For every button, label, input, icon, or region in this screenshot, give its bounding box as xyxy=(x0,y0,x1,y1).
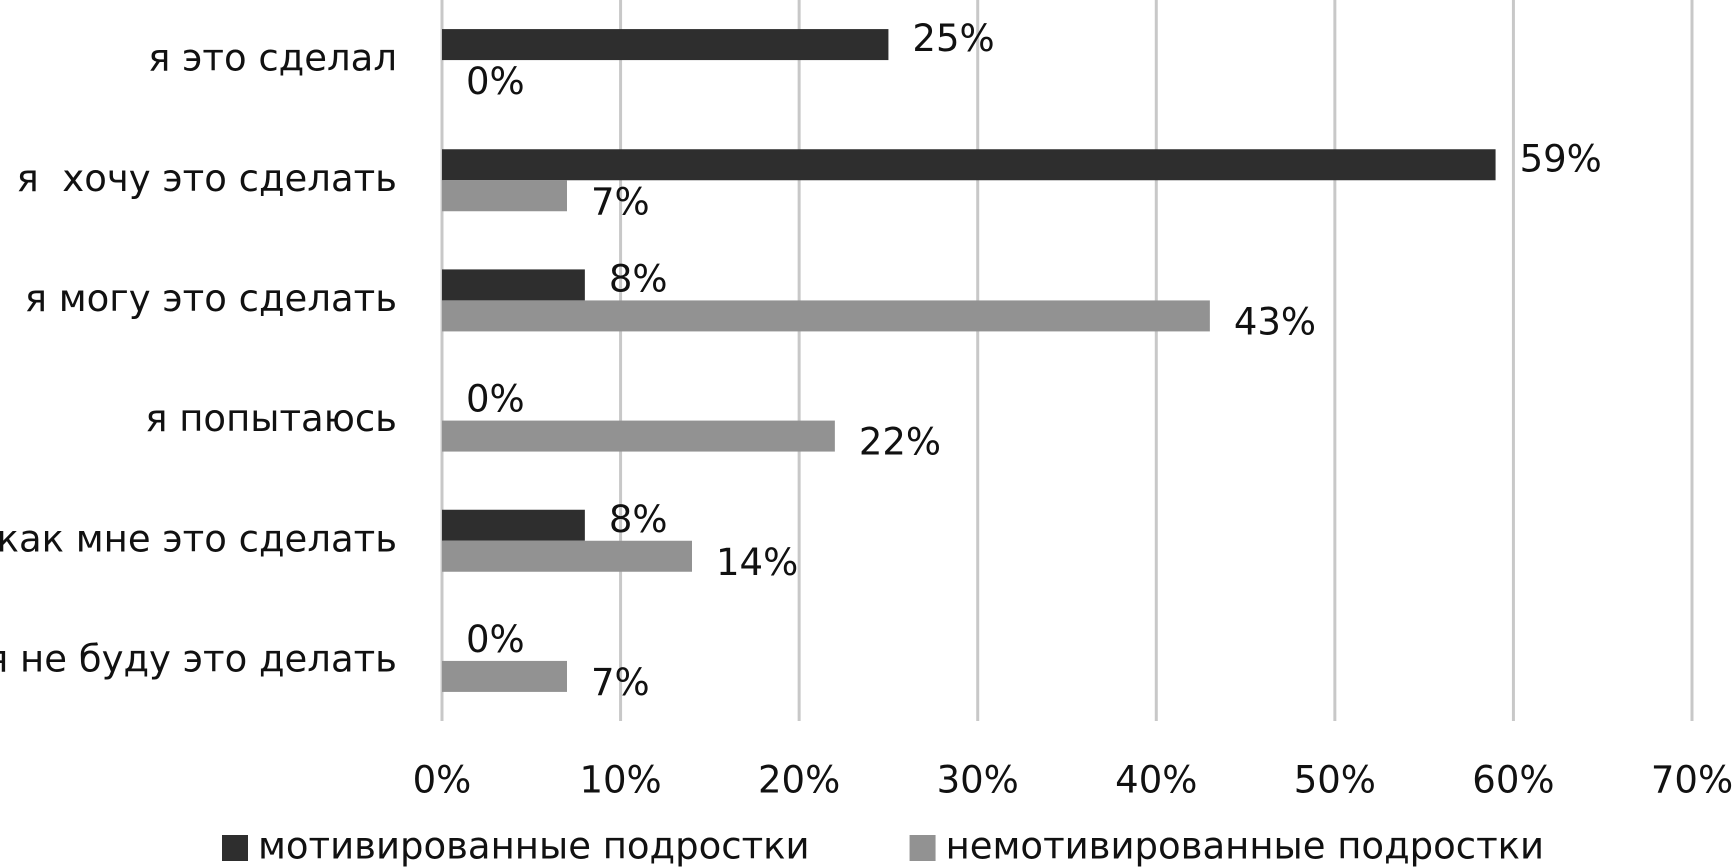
x-tick-label: 70% xyxy=(1651,759,1733,802)
bar xyxy=(442,540,692,572)
bar xyxy=(442,149,1496,181)
data-label: 14% xyxy=(716,541,798,584)
bar xyxy=(442,29,889,61)
y-tick-label: я попытаюсь xyxy=(145,397,397,440)
bar xyxy=(442,180,567,212)
legend-label: немотивированные подростки xyxy=(946,825,1545,867)
y-tick-label: я могу это сделать xyxy=(25,277,397,320)
data-label: 43% xyxy=(1234,300,1316,343)
data-label: 8% xyxy=(609,498,668,541)
bar xyxy=(442,420,835,452)
data-label: 0% xyxy=(466,378,525,421)
y-tick-label: я не буду это делать xyxy=(0,637,397,680)
x-tick-label: 60% xyxy=(1472,759,1554,802)
x-tick-label: 20% xyxy=(758,759,840,802)
data-label: 7% xyxy=(591,661,650,704)
bar xyxy=(442,660,567,692)
bar xyxy=(442,269,585,301)
legend-label: мотивированные подростки xyxy=(258,825,810,867)
y-tick-label: я хочу это сделать xyxy=(17,157,397,200)
data-label: 7% xyxy=(591,180,650,223)
x-tick-label: 0% xyxy=(413,759,472,802)
x-tick-label: 10% xyxy=(579,759,661,802)
data-label: 0% xyxy=(466,618,525,661)
x-tick-label: 40% xyxy=(1115,759,1197,802)
legend-swatch xyxy=(222,835,248,861)
bar xyxy=(442,300,1210,332)
y-tick-label: как мне это сделать xyxy=(0,517,397,560)
data-label: 25% xyxy=(912,17,994,60)
x-tick-label: 50% xyxy=(1294,759,1376,802)
data-label: 0% xyxy=(466,60,525,103)
data-label: 22% xyxy=(859,421,941,464)
x-tick-label: 30% xyxy=(937,759,1019,802)
legend-swatch xyxy=(909,835,936,861)
y-tick-label: я это сделал xyxy=(148,37,397,80)
bar xyxy=(442,509,585,541)
data-label: 59% xyxy=(1520,137,1602,180)
data-label: 8% xyxy=(609,257,668,300)
